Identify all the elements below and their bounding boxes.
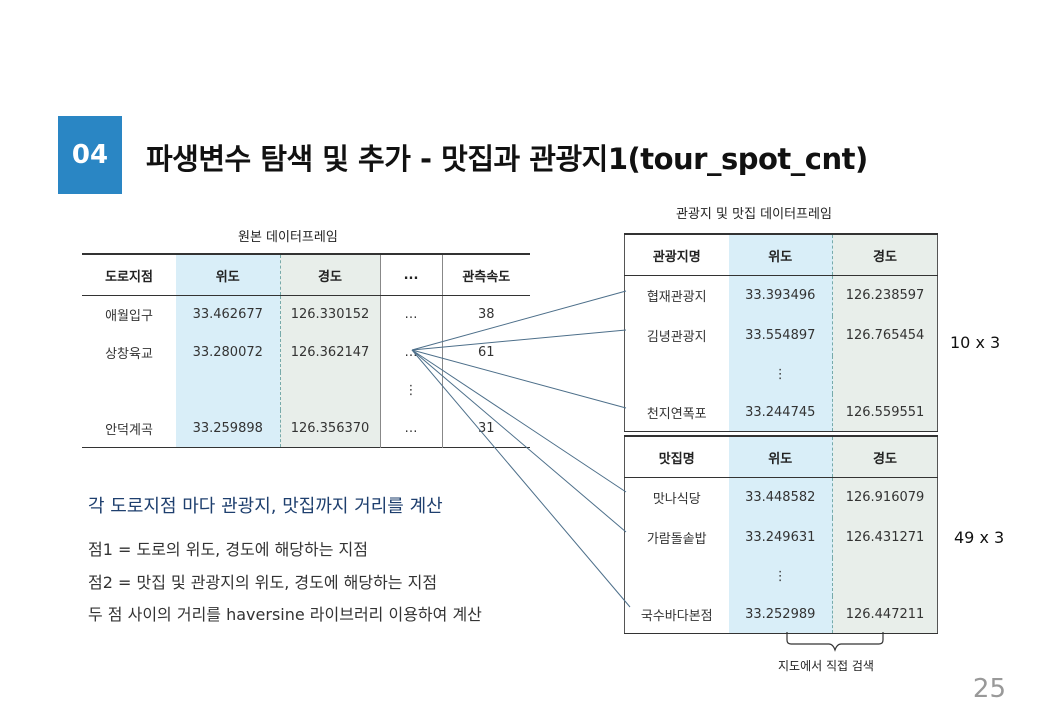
table-header-row: 맛집명 위도 경도 [624, 436, 938, 478]
cell: 38 [441, 295, 530, 334]
cell: 33.462677 [176, 295, 280, 334]
connector-line [411, 349, 627, 409]
header-spot-name: 관광지명 [624, 234, 729, 276]
table-row: 국수바다본점 33.252989 126.447211 [625, 595, 938, 634]
cell: … [379, 295, 442, 334]
header-longitude: 경도 [832, 436, 938, 478]
cell [279, 371, 380, 410]
section-number-badge: 04 [58, 116, 122, 194]
cell [832, 557, 938, 596]
cell: 126.330152 [279, 295, 380, 334]
header-latitude: 위도 [728, 234, 833, 276]
cell: 126.765454 [832, 315, 938, 356]
header-latitude: 위도 [728, 436, 833, 478]
table-header-row: 관광지명 위도 경도 [624, 234, 938, 276]
cell: 상창육교 [105, 347, 153, 362]
cell: 126.916079 [832, 477, 938, 518]
table-row: 상창육교 33.280072 126.362147 … 61 [82, 333, 530, 372]
cell: 천지연폭포 [646, 406, 707, 422]
manual-search-note: 지도에서 직접 검색 [778, 659, 874, 673]
cell: 33.249631 [728, 517, 833, 558]
header-road-point: 도로지점 [82, 254, 176, 296]
cell: ⋮ [728, 355, 833, 394]
cell: 126.362147 [279, 333, 380, 372]
point1-definition: 점1 = 도로의 위도, 경도에 해당하는 지점 [88, 540, 368, 559]
table-row: ⋮ [625, 557, 938, 596]
cell: 안덕계곡 [105, 422, 153, 438]
connector-line [411, 349, 627, 533]
restaurant-table: 맛집명 위도 경도 맛나식당 33.448582 126.916079 가람돌솥… [624, 435, 938, 634]
cell: 33.259898 [176, 409, 280, 448]
tourist-spot-table: 관광지명 위도 경도 협재관광지 33.393496 126.238597 김녕… [624, 233, 938, 432]
cell: 국수바다본점 [640, 608, 713, 624]
cell: 126.559551 [832, 393, 938, 432]
header-ellipsis: ... [379, 254, 442, 296]
column-brace [786, 632, 884, 652]
cell: 가람돌솥밥 [646, 532, 707, 547]
header-speed: 관측속도 [441, 254, 530, 296]
connector-line [411, 349, 627, 493]
table-row: 애월입구 33.462677 126.330152 … 38 [82, 295, 530, 334]
right-tables-caption: 관광지 및 맛집 데이터프레임 [676, 207, 832, 222]
table-row: 천지연폭포 33.244745 126.559551 [625, 393, 938, 432]
cell: 33.393496 [728, 275, 833, 316]
table-row: 협재관광지 33.393496 126.238597 [625, 275, 938, 316]
cell: 협재관광지 [646, 290, 707, 306]
cell: 31 [441, 409, 530, 448]
point2-definition: 점2 = 맛집 및 관광지의 위도, 경도에 해당하는 지점 [88, 573, 438, 592]
cell: 33.448582 [728, 477, 833, 518]
cell: ⋮ [728, 557, 833, 596]
table-row: ⋮ [625, 355, 938, 394]
cell: 33.244745 [728, 393, 833, 432]
method-summary: 각 도로지점 마다 관광지, 맛집까지 거리를 계산 [88, 496, 443, 517]
cell: 33.252989 [728, 595, 833, 634]
restaurant-table-dimensions: 49 x 3 [954, 528, 1005, 547]
cell: 126.447211 [832, 595, 938, 634]
cell: 126.238597 [832, 275, 938, 316]
table-row: 맛나식당 33.448582 126.916079 [625, 477, 938, 518]
cell [832, 355, 938, 394]
table-row: 안덕계곡 33.259898 126.356370 … 31 [82, 409, 530, 448]
cell: 맛나식당 [652, 492, 701, 508]
connector-line [411, 290, 627, 351]
cell: … [379, 409, 442, 448]
cell: 61 [441, 333, 530, 372]
cell: 김녕관광지 [646, 330, 707, 345]
cell: 126.431271 [832, 517, 938, 558]
cell: 애월입구 [105, 309, 153, 325]
connector-line [411, 349, 631, 608]
connector-line [411, 329, 627, 351]
page-number: 25 [972, 674, 1006, 704]
header-longitude: 경도 [279, 254, 380, 296]
header-latitude: 위도 [176, 254, 280, 296]
haversine-explanation: 두 점 사이의 거리를 haversine 라이브러리 이용하여 계산 [88, 605, 482, 624]
cell: 33.280072 [176, 333, 280, 372]
cell: 126.356370 [279, 409, 380, 448]
cell [176, 371, 280, 410]
table-header-row: 도로지점 위도 경도 ... 관측속도 [82, 254, 530, 296]
cell: … [379, 333, 442, 372]
slide-title: 파생변수 탐색 및 추가 - 맛집과 관광지1(tour_spot_cnt) [146, 142, 868, 176]
table-row: 김녕관광지 33.554897 126.765454 [625, 315, 938, 356]
header-longitude: 경도 [832, 234, 938, 276]
original-dataframe-table: 도로지점 위도 경도 ... 관측속도 애월입구 33.462677 126.3… [82, 253, 530, 448]
cell: 33.554897 [728, 315, 833, 356]
tourist-table-dimensions: 10 x 3 [950, 333, 1001, 352]
header-restaurant-name: 맛집명 [624, 436, 729, 478]
original-table-caption: 원본 데이터프레임 [238, 230, 338, 245]
cell: ⋮ [379, 371, 442, 410]
table-row: 가람돌솥밥 33.249631 126.431271 [625, 517, 938, 558]
